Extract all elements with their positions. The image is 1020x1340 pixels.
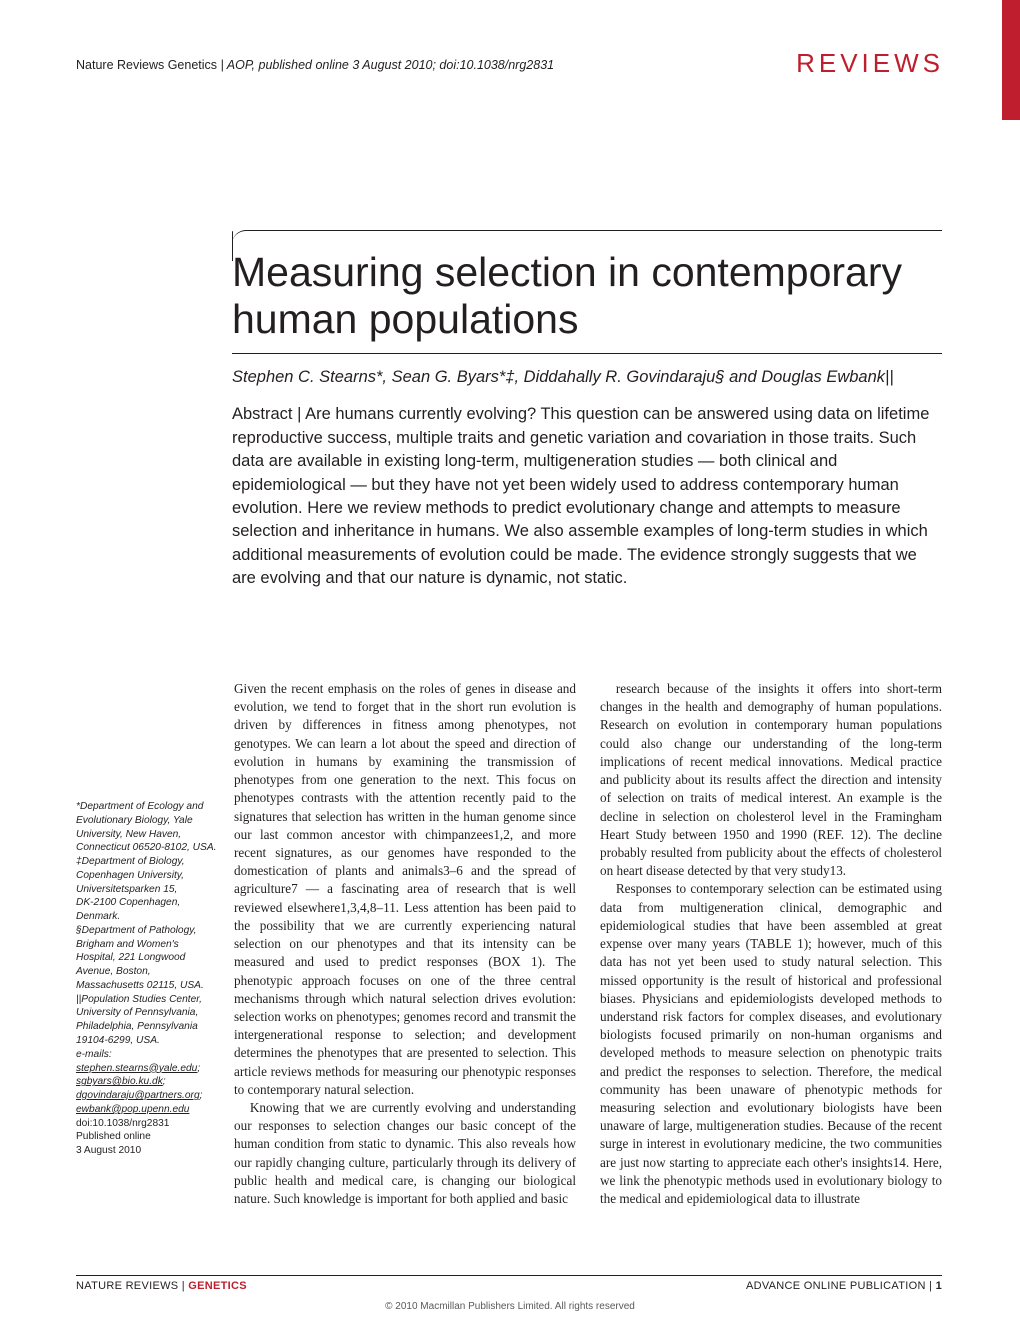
copyright-line: © 2010 Macmillan Publishers Limited. All… xyxy=(0,1301,1020,1312)
body-area: *Department of Ecology and Evolutionary … xyxy=(76,680,942,1245)
authors-line: Stephen C. Stearns*, Sean G. Byars*‡, Di… xyxy=(232,366,942,389)
footer-right-text: ADVANCE ONLINE PUBLICATION | xyxy=(746,1280,936,1292)
citation-rest: | AOP, published online 3 August 2010; d… xyxy=(217,58,554,72)
abstract-text: Abstract | Are humans currently evolving… xyxy=(232,403,942,590)
body-p4: Responses to contemporary selection can … xyxy=(600,880,942,1208)
footer-left-prefix: NATURE REVIEWS | xyxy=(76,1280,188,1292)
authors-text: Stephen C. Stearns*, Sean G. Byars*‡, Di… xyxy=(232,368,894,386)
email-link-1[interactable]: stephen.stearns@yale.edu xyxy=(76,1063,197,1074)
pub-date: 3 August 2010 xyxy=(76,1145,141,1156)
body-columns: Given the recent emphasis on the roles o… xyxy=(234,680,942,1208)
body-p2: Knowing that we are currently evolving a… xyxy=(234,1099,576,1208)
affiliations-column: *Department of Ecology and Evolutionary … xyxy=(76,800,218,1158)
affil-1: *Department of Ecology and Evolutionary … xyxy=(76,800,218,855)
margin-red-tab xyxy=(1002,0,1020,120)
title-rule xyxy=(232,353,942,354)
affil-3: §Department of Pathology, Brigham and Wo… xyxy=(76,924,218,993)
footer-journal: GENETICS xyxy=(188,1280,247,1292)
title-block: Measuring selection in contemporary huma… xyxy=(232,230,942,591)
affil-2: ‡Department of Biology, Copenhagen Unive… xyxy=(76,855,218,924)
affil-4: ||Population Studies Center, University … xyxy=(76,993,218,1048)
page-footer: NATURE REVIEWS | GENETICS ADVANCE ONLINE… xyxy=(76,1275,942,1292)
body-p1: Given the recent emphasis on the roles o… xyxy=(234,680,576,1099)
article-title: Measuring selection in contemporary huma… xyxy=(232,249,942,343)
pub-online-label: Published online xyxy=(76,1131,151,1142)
email-link-2[interactable]: sgbyars@bio.ku.dk xyxy=(76,1076,163,1087)
section-label: REVIEWS xyxy=(796,48,944,79)
doi-line: doi:10.1038/nrg2831 xyxy=(76,1118,169,1129)
body-p3: research because of the insights it offe… xyxy=(600,680,942,880)
email-link-3[interactable]: dgovindaraju@partners.org xyxy=(76,1090,200,1101)
emails-label: e‑mails: xyxy=(76,1048,218,1062)
footer-right: ADVANCE ONLINE PUBLICATION | 1 xyxy=(746,1280,942,1292)
page-number: 1 xyxy=(936,1280,942,1292)
footer-left: NATURE REVIEWS | GENETICS xyxy=(76,1280,247,1292)
email-link-4[interactable]: ewbank@pop.upenn.edu xyxy=(76,1104,189,1115)
journal-name: Nature Reviews Genetics xyxy=(76,58,217,72)
